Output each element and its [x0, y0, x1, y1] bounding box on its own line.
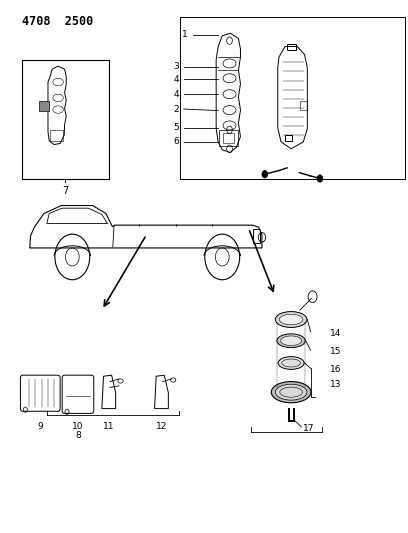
- Bar: [22, 60, 109, 179]
- Bar: [39, 101, 49, 111]
- Bar: [223, 133, 234, 143]
- Bar: [285, 135, 293, 141]
- Text: 8: 8: [75, 431, 81, 440]
- Text: 12: 12: [156, 422, 167, 431]
- Text: 16: 16: [330, 366, 341, 374]
- Text: 15: 15: [330, 348, 341, 357]
- Text: 4: 4: [173, 75, 179, 84]
- Ellipse shape: [271, 382, 311, 403]
- Ellipse shape: [281, 336, 302, 345]
- Text: 13: 13: [330, 379, 342, 389]
- Text: 4: 4: [173, 90, 179, 99]
- Text: 4708  2500: 4708 2500: [22, 14, 93, 28]
- Bar: [220, 130, 238, 146]
- Bar: [288, 44, 296, 50]
- Ellipse shape: [277, 334, 305, 348]
- Bar: [253, 229, 260, 243]
- Text: 10: 10: [72, 422, 84, 431]
- Text: 9: 9: [38, 422, 43, 431]
- Circle shape: [262, 171, 268, 178]
- Text: 5: 5: [173, 123, 179, 132]
- Circle shape: [317, 175, 323, 182]
- Ellipse shape: [275, 384, 307, 400]
- Text: 3: 3: [173, 62, 179, 71]
- Ellipse shape: [275, 312, 307, 327]
- Bar: [180, 17, 405, 179]
- Text: 2: 2: [173, 104, 179, 114]
- Text: 17: 17: [303, 424, 315, 433]
- Text: 7: 7: [62, 186, 69, 196]
- Text: 11: 11: [103, 422, 115, 431]
- Text: 1: 1: [182, 30, 188, 39]
- Text: 14: 14: [330, 329, 341, 338]
- Bar: [50, 130, 63, 141]
- Text: 6: 6: [173, 138, 179, 147]
- Ellipse shape: [278, 357, 304, 369]
- Bar: [300, 101, 306, 110]
- Ellipse shape: [279, 314, 303, 325]
